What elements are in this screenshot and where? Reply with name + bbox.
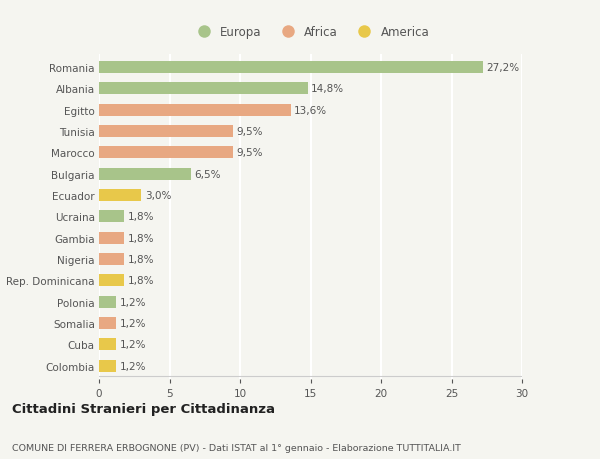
Bar — [99, 296, 116, 308]
Text: 1,2%: 1,2% — [119, 297, 146, 307]
Text: 9,5%: 9,5% — [236, 148, 263, 158]
Text: 13,6%: 13,6% — [294, 106, 328, 115]
Text: 1,2%: 1,2% — [119, 361, 146, 371]
Bar — [99, 168, 191, 180]
Text: 14,8%: 14,8% — [311, 84, 344, 94]
Bar — [99, 83, 308, 95]
Bar — [99, 62, 482, 74]
Bar — [99, 126, 233, 138]
Bar — [99, 232, 124, 244]
Text: 1,8%: 1,8% — [128, 254, 154, 264]
Text: 6,5%: 6,5% — [194, 169, 221, 179]
Bar — [99, 211, 124, 223]
Text: 1,8%: 1,8% — [128, 276, 154, 286]
Text: Cittadini Stranieri per Cittadinanza: Cittadini Stranieri per Cittadinanza — [12, 403, 275, 415]
Bar — [99, 254, 124, 265]
Text: 1,2%: 1,2% — [119, 319, 146, 328]
Text: 3,0%: 3,0% — [145, 190, 171, 201]
Bar — [99, 105, 291, 116]
Bar — [99, 318, 116, 329]
Bar — [99, 360, 116, 372]
Legend: Europa, Africa, America: Europa, Africa, America — [190, 24, 431, 41]
Text: 1,2%: 1,2% — [119, 340, 146, 350]
Bar — [99, 339, 116, 351]
Text: COMUNE DI FERRERA ERBOGNONE (PV) - Dati ISTAT al 1° gennaio - Elaborazione TUTTI: COMUNE DI FERRERA ERBOGNONE (PV) - Dati … — [12, 443, 461, 452]
Text: 1,8%: 1,8% — [128, 233, 154, 243]
Bar — [99, 275, 124, 286]
Bar — [99, 190, 142, 202]
Text: 1,8%: 1,8% — [128, 212, 154, 222]
Text: 27,2%: 27,2% — [486, 63, 519, 73]
Bar — [99, 147, 233, 159]
Text: 9,5%: 9,5% — [236, 127, 263, 137]
